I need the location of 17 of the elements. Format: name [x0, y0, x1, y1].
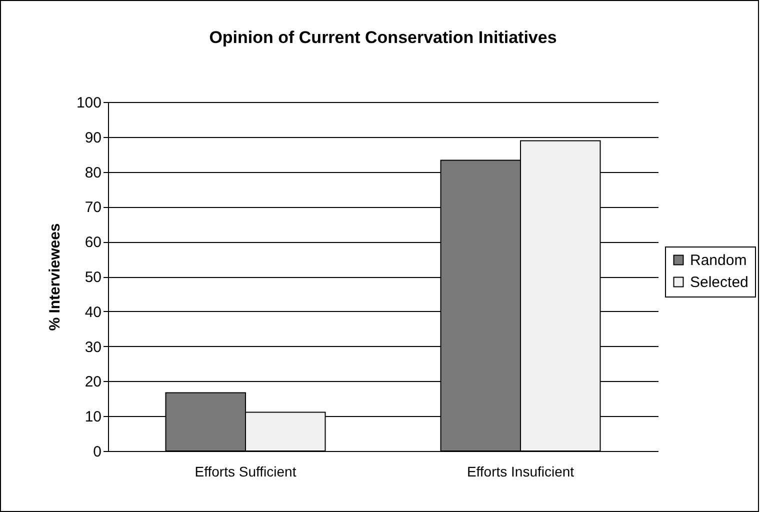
chart-title: Opinion of Current Conservation Initiatives — [209, 28, 557, 47]
legend-label: Selected — [690, 274, 748, 291]
y-tick-label: 60 — [84, 234, 102, 252]
y-tick-label: 80 — [84, 164, 102, 182]
y-tick-label: 100 — [76, 94, 102, 112]
y-tick-label: 20 — [84, 374, 102, 391]
y-tick-label: 30 — [84, 338, 102, 356]
x-tick-label: Efforts Sufficient — [194, 464, 296, 480]
legend-label: Random — [690, 252, 747, 269]
y-tick-label: 70 — [84, 199, 102, 216]
y-tick-label: 40 — [84, 304, 102, 321]
y-tick-label: 0 — [93, 444, 102, 460]
y-tick-label: 50 — [84, 269, 102, 286]
x-tick-label: Efforts Insuficient — [466, 464, 574, 480]
y-axis-title: % Interviewees — [46, 223, 64, 331]
y-tick-label: 90 — [84, 129, 102, 146]
y-tick-label: 10 — [84, 408, 102, 426]
